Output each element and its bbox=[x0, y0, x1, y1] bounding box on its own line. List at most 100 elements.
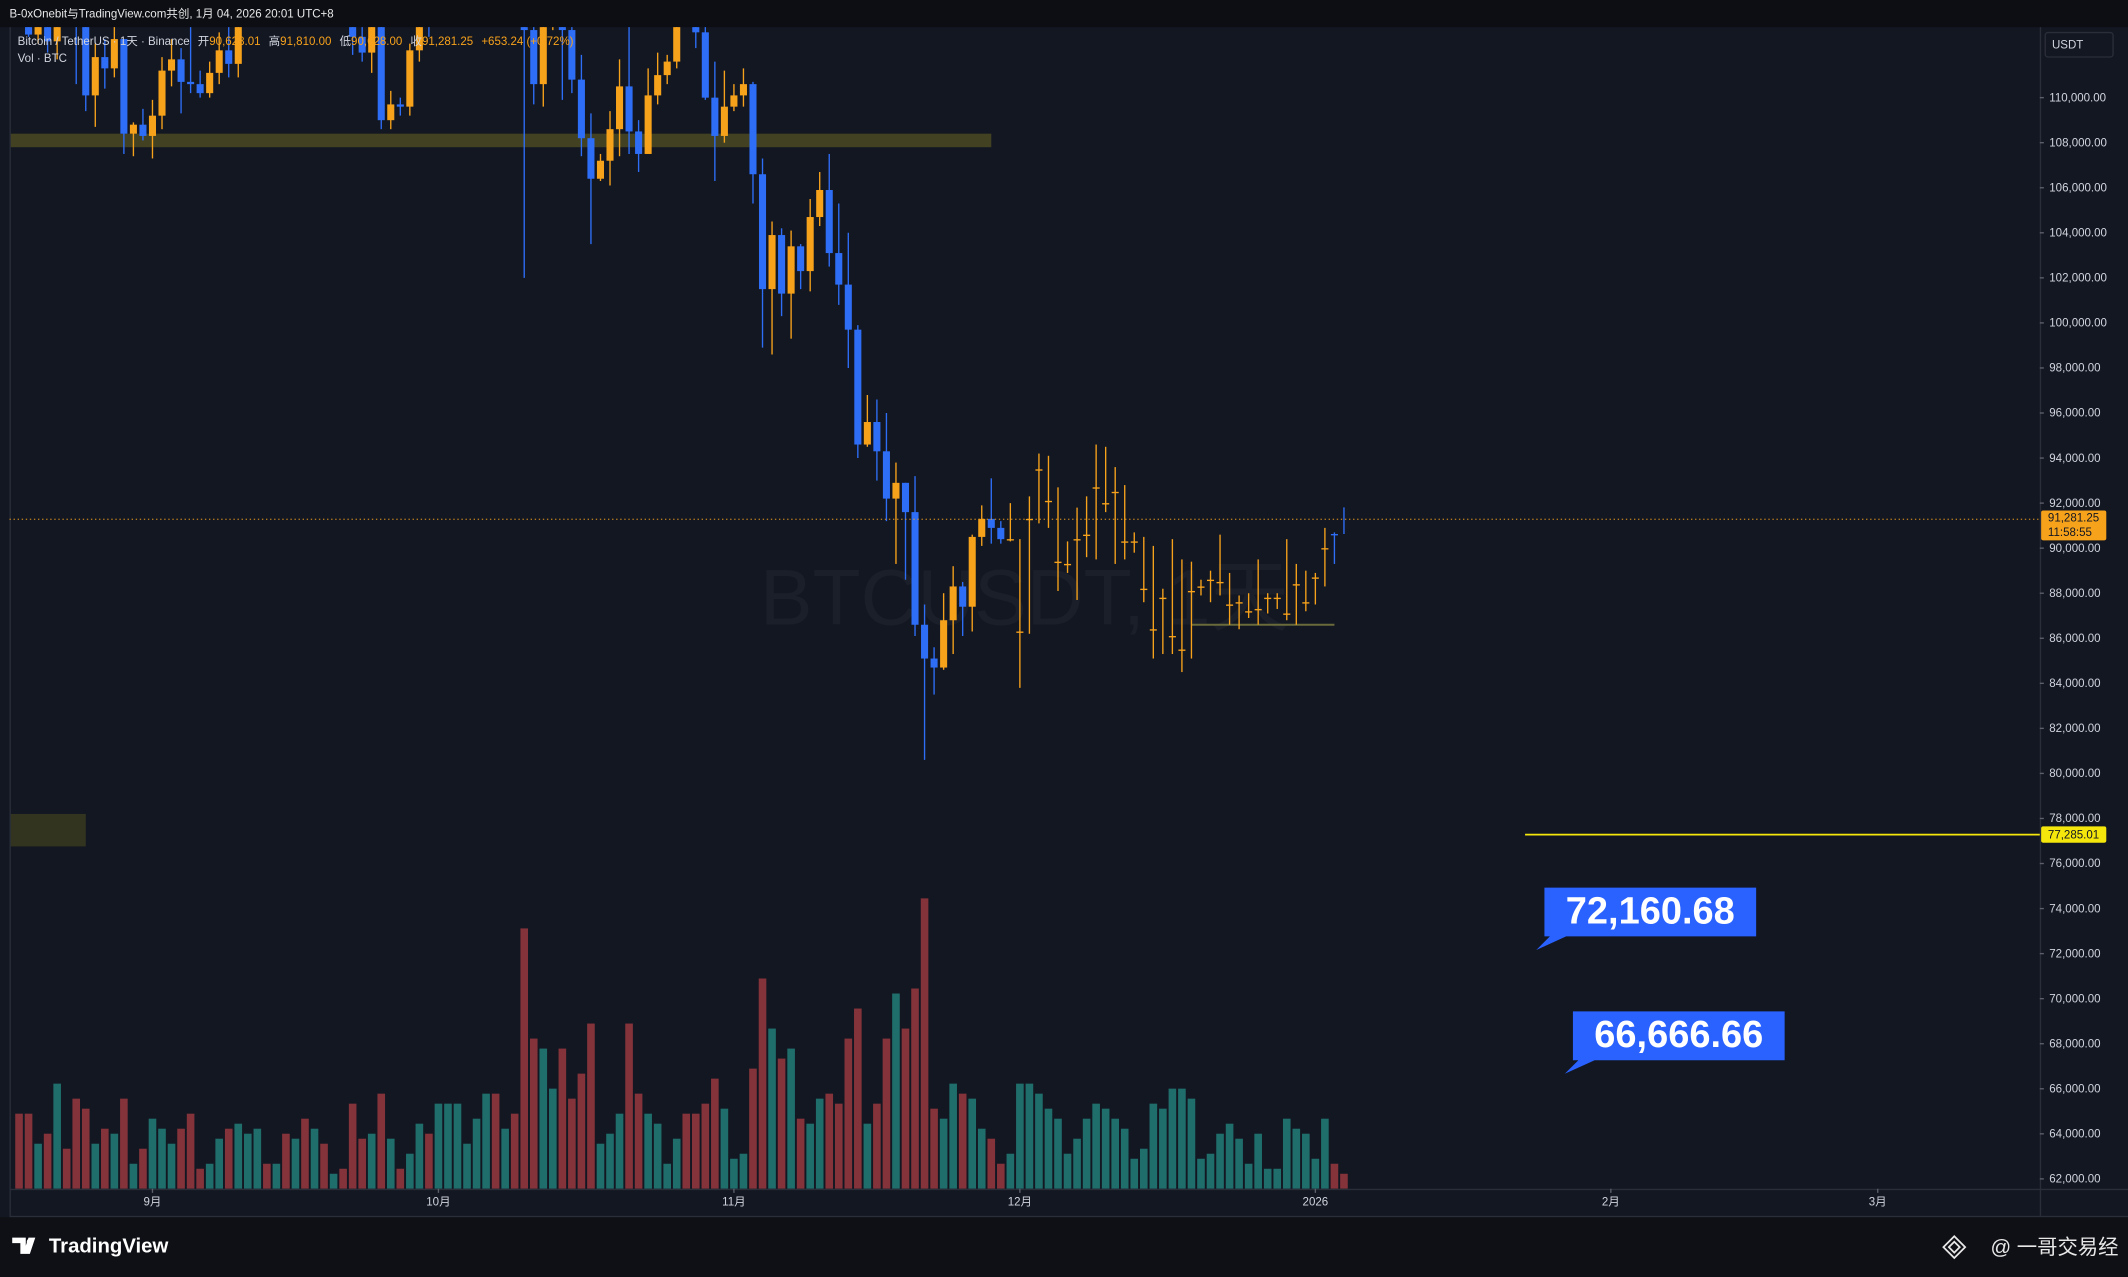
volume-bar bbox=[529, 1038, 538, 1189]
candle-body bbox=[558, 27, 566, 31]
volume-bar bbox=[987, 1138, 996, 1189]
y-tick-label: 90,000.00 bbox=[2049, 543, 2100, 555]
volume-bar bbox=[682, 1113, 691, 1189]
callout-label: 66,666.66 bbox=[1594, 1014, 1763, 1056]
candle-body bbox=[997, 527, 1005, 540]
candle-body bbox=[1044, 500, 1053, 503]
candle-body bbox=[616, 86, 624, 130]
y-tick-label: 110,000.00 bbox=[2049, 92, 2106, 104]
volume-bar bbox=[615, 1113, 624, 1189]
header-bar bbox=[0, 0, 2128, 28]
candle-body bbox=[168, 59, 176, 71]
volume-bar bbox=[472, 1118, 481, 1189]
candle-body bbox=[25, 27, 33, 35]
y-tick-label: 76,000.00 bbox=[2049, 858, 2100, 870]
volume-bar bbox=[406, 1153, 414, 1189]
y-tick-label: 104,000.00 bbox=[2049, 228, 2107, 240]
candle-body bbox=[749, 84, 757, 175]
candle-body bbox=[158, 70, 166, 116]
volume-bar bbox=[1311, 1158, 1320, 1189]
candle-body bbox=[730, 95, 738, 107]
volume-bar bbox=[863, 1123, 872, 1189]
volume-bar bbox=[386, 1138, 395, 1189]
legend-symbol: Bitcoin / TetherUS · 1天 · Binance bbox=[18, 36, 190, 48]
legend-change: +653.24 (+0.72%) bbox=[481, 36, 573, 48]
volume-bar bbox=[510, 1113, 519, 1189]
volume-bar bbox=[367, 1133, 376, 1189]
last-price-label: 91,281.25 bbox=[2048, 513, 2099, 525]
candle-body bbox=[854, 329, 862, 445]
candle-body bbox=[968, 536, 976, 607]
credit: @ 一哥交易经 bbox=[1990, 1236, 2118, 1259]
volume-bar bbox=[15, 1113, 23, 1189]
volume-bar bbox=[549, 1088, 557, 1189]
callout-box bbox=[1564, 1011, 1785, 1074]
volume-bar bbox=[1120, 1128, 1129, 1189]
candle-body bbox=[396, 104, 404, 107]
candle-body bbox=[215, 50, 223, 73]
candle-body bbox=[806, 217, 814, 272]
candle-body bbox=[1016, 631, 1024, 633]
candle-body bbox=[568, 30, 576, 80]
candle-body bbox=[34, 27, 42, 35]
candle-body bbox=[587, 138, 595, 179]
volume-bar bbox=[1025, 1083, 1034, 1189]
volume-bar bbox=[625, 1023, 633, 1189]
candle-body bbox=[663, 61, 671, 76]
volume-bar bbox=[148, 1118, 157, 1189]
volume-bar bbox=[282, 1133, 290, 1189]
volume-bar bbox=[806, 1123, 814, 1189]
y-tick-label: 92,000.00 bbox=[2049, 498, 2100, 510]
volume-bar bbox=[91, 1143, 100, 1189]
volume-bar bbox=[43, 1133, 52, 1189]
volume-bar bbox=[1063, 1153, 1072, 1189]
callout-box bbox=[1536, 887, 1757, 951]
volume-bar bbox=[844, 1038, 853, 1189]
price-line-marker bbox=[2041, 826, 2107, 843]
y-tick-label: 72,000.00 bbox=[2049, 948, 2100, 960]
candle-body bbox=[758, 174, 767, 290]
candle-body bbox=[406, 50, 414, 107]
volume-bar bbox=[663, 1163, 671, 1189]
y-tick-label: 84,000.00 bbox=[2049, 678, 2100, 690]
volume-bar bbox=[1149, 1103, 1158, 1189]
candle-body bbox=[415, 27, 423, 51]
y-tick-label: 86,000.00 bbox=[2049, 633, 2100, 645]
candle-body bbox=[1083, 534, 1091, 537]
volume-bar bbox=[920, 898, 929, 1189]
volume-bar bbox=[491, 1093, 500, 1189]
volume-bar bbox=[291, 1138, 300, 1189]
volume-bar bbox=[463, 1143, 471, 1189]
volume-bar bbox=[758, 978, 767, 1189]
currency-box[interactable] bbox=[2044, 31, 2114, 58]
volume-bar bbox=[911, 988, 919, 1189]
legend-field-label: 开 bbox=[198, 36, 210, 48]
candle-body bbox=[625, 86, 633, 132]
legend-line: Bitcoin / TetherUS · 1天 · Binance 开90,628… bbox=[18, 34, 574, 48]
candle-body bbox=[1235, 602, 1243, 604]
candle-body bbox=[1197, 586, 1205, 588]
volume-bar bbox=[787, 1048, 795, 1189]
volume-bar bbox=[110, 1133, 119, 1189]
volume-bar bbox=[1235, 1138, 1243, 1189]
y-tick-label: 78,000.00 bbox=[2049, 813, 2100, 825]
countdown-label: 11:58:55 bbox=[2048, 527, 2092, 539]
volume-bar bbox=[577, 1073, 586, 1189]
volume-bar bbox=[1216, 1133, 1224, 1189]
volume-bar bbox=[1302, 1133, 1310, 1189]
volume-bar bbox=[158, 1128, 166, 1189]
volume-bar bbox=[1330, 1163, 1339, 1189]
candle-body bbox=[949, 586, 957, 621]
candle-body bbox=[148, 115, 157, 136]
candle-body bbox=[101, 57, 109, 69]
candle-body bbox=[987, 518, 995, 528]
volume-bar bbox=[815, 1098, 824, 1189]
candle-body bbox=[606, 129, 614, 161]
y-tick-label: 94,000.00 bbox=[2049, 453, 2100, 465]
candle-body bbox=[940, 620, 948, 668]
candle-body bbox=[1216, 581, 1224, 584]
volume-bar bbox=[977, 1128, 986, 1189]
currency-label: USDT bbox=[2052, 40, 2083, 52]
x-tick-label: 3月 bbox=[1869, 1196, 1887, 1208]
